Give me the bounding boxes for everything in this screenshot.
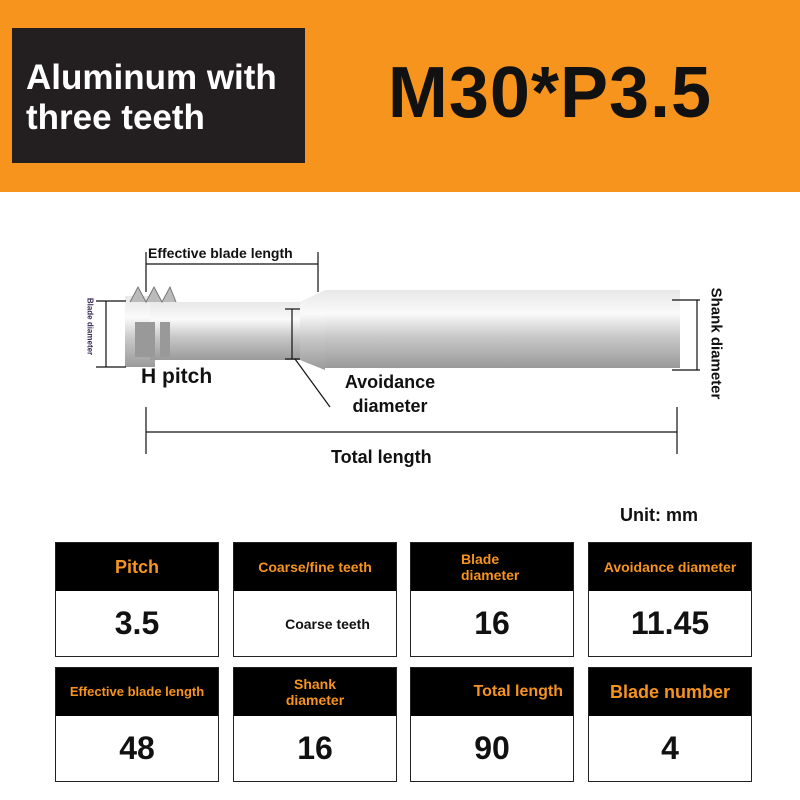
effective-blade-length-label: Effective blade length bbox=[148, 245, 293, 261]
spec-card-shank-diameter: Shank diameter 16 bbox=[233, 667, 397, 782]
end-mill-image bbox=[125, 285, 680, 370]
h-pitch-label: H pitch bbox=[141, 365, 213, 388]
total-length-label: Total length bbox=[331, 447, 432, 467]
unit-label: Unit: mm bbox=[620, 505, 698, 525]
avoidance-diameter-label: Avoidance diameter bbox=[344, 372, 436, 416]
material-badge: Aluminum with three teeth bbox=[12, 28, 305, 163]
spec-card-blade-number: Blade number 4 bbox=[588, 667, 752, 782]
spec-card-pitch: Pitch 3.5 bbox=[55, 542, 219, 657]
blade-diameter-label: Blade diameter bbox=[85, 297, 95, 356]
spec-card-teeth: Coarse/fine teeth Coarse teeth bbox=[233, 542, 397, 657]
spec-card-blade-diameter: Blade diameter 16 bbox=[410, 542, 574, 657]
shank-diameter-label: Shank diameter bbox=[707, 287, 725, 400]
spec-card-avoidance-diameter: Avoidance diameter 11.45 bbox=[588, 542, 752, 657]
spec-card-total-length: Total length 90 bbox=[410, 667, 574, 782]
tool-diagram bbox=[96, 252, 700, 454]
model-title: M30*P3.5 bbox=[387, 53, 713, 133]
spec-card-effective-blade-length: Effective blade length 48 bbox=[55, 667, 219, 782]
